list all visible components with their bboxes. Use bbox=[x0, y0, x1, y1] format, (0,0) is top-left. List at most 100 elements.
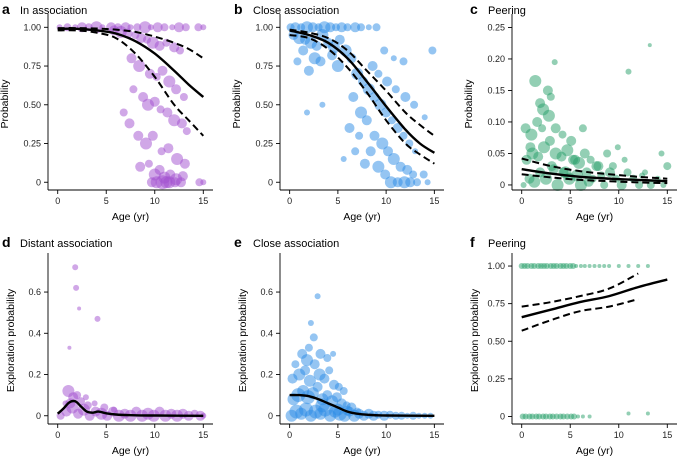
y-axis-label: Probability bbox=[463, 79, 475, 129]
data-point bbox=[330, 350, 337, 357]
data-point bbox=[154, 40, 165, 51]
x-tick-label: 5 bbox=[568, 430, 573, 440]
data-point bbox=[374, 69, 383, 78]
x-tick-label: 5 bbox=[568, 196, 573, 206]
data-point bbox=[135, 161, 146, 172]
y-tick-label: 0.20 bbox=[487, 54, 505, 64]
panel-title: In association bbox=[20, 5, 87, 17]
fit-line bbox=[521, 278, 668, 319]
y-tick-label: 0.25 bbox=[487, 374, 505, 384]
data-point bbox=[300, 365, 311, 376]
y-tick-label: 0 bbox=[36, 177, 41, 187]
data-point bbox=[387, 116, 396, 125]
data-point bbox=[361, 115, 372, 126]
y-tick-label: 0.50 bbox=[255, 100, 273, 110]
data-point bbox=[344, 123, 355, 133]
data-points bbox=[518, 263, 650, 420]
x-tick-label: 10 bbox=[150, 196, 160, 206]
data-point bbox=[77, 306, 82, 311]
x-tick-label: 5 bbox=[335, 430, 340, 440]
x-tick-label: 10 bbox=[614, 430, 624, 440]
data-point bbox=[133, 60, 146, 72]
data-point bbox=[561, 144, 574, 157]
data-point bbox=[291, 360, 300, 369]
data-point bbox=[171, 153, 184, 165]
data-point bbox=[160, 176, 173, 189]
data-points bbox=[520, 43, 672, 191]
x-tick-label: 10 bbox=[381, 196, 391, 206]
data-point bbox=[174, 22, 184, 33]
data-point bbox=[152, 22, 163, 33]
x-axis-label: Age (yr) bbox=[112, 211, 149, 223]
data-point bbox=[327, 50, 338, 61]
panel-letter: a bbox=[2, 1, 10, 17]
data-point bbox=[133, 23, 142, 32]
x-tick-label: 5 bbox=[104, 196, 109, 206]
data-point bbox=[182, 127, 191, 136]
data-point bbox=[83, 401, 92, 410]
data-point bbox=[421, 114, 428, 121]
data-point bbox=[571, 413, 578, 420]
data-point bbox=[372, 160, 385, 173]
data-point bbox=[663, 162, 672, 171]
data-point bbox=[162, 107, 173, 118]
data-point bbox=[100, 403, 109, 412]
data-point bbox=[578, 124, 587, 133]
x-tick-label: 0 bbox=[519, 196, 524, 206]
data-point bbox=[410, 100, 419, 109]
y-tick-label: 0.2 bbox=[28, 370, 41, 380]
data-point bbox=[179, 158, 190, 169]
data-point bbox=[367, 61, 378, 71]
data-point bbox=[357, 23, 365, 32]
x-axis-label: Age (yr) bbox=[576, 211, 613, 223]
data-point bbox=[529, 75, 542, 87]
data-point bbox=[160, 23, 169, 32]
data-point bbox=[579, 148, 590, 159]
data-point bbox=[419, 170, 428, 179]
data-point bbox=[179, 93, 188, 101]
panel-title: Peering bbox=[488, 5, 526, 17]
data-point bbox=[391, 85, 400, 94]
data-point bbox=[319, 101, 326, 108]
data-point bbox=[520, 182, 527, 188]
data-point bbox=[303, 65, 314, 76]
x-tick-label: 0 bbox=[55, 430, 60, 440]
data-point bbox=[583, 176, 594, 187]
y-tick-label: 0.50 bbox=[23, 100, 41, 110]
data-point bbox=[546, 92, 555, 101]
ci-upper-line bbox=[521, 157, 668, 180]
data-point bbox=[315, 348, 326, 359]
data-point bbox=[525, 128, 538, 141]
y-tick-label: 0.75 bbox=[255, 61, 273, 71]
x-axis-label: Age (yr) bbox=[343, 445, 380, 457]
data-point bbox=[304, 343, 313, 352]
data-point bbox=[608, 162, 617, 171]
data-point bbox=[94, 315, 101, 322]
data-point bbox=[623, 168, 632, 177]
data-point bbox=[626, 264, 631, 268]
x-tick-label: 10 bbox=[150, 430, 160, 440]
data-point bbox=[616, 264, 621, 268]
y-tick-label: 1.00 bbox=[23, 22, 41, 32]
ci-lower-line bbox=[57, 29, 205, 137]
data-points bbox=[56, 264, 207, 422]
ci-upper-line bbox=[289, 28, 435, 137]
data-point bbox=[550, 123, 561, 134]
data-point bbox=[348, 92, 359, 102]
x-tick-label: 5 bbox=[335, 196, 340, 206]
x-tick-label: 0 bbox=[519, 430, 524, 440]
data-point bbox=[147, 130, 158, 141]
data-point bbox=[73, 284, 80, 291]
data-point bbox=[532, 117, 543, 127]
y-axis-label: Probability bbox=[0, 79, 11, 129]
data-point bbox=[382, 76, 393, 87]
data-point bbox=[303, 374, 316, 387]
fit-line bbox=[289, 29, 436, 154]
data-point bbox=[350, 22, 361, 33]
data-point bbox=[428, 46, 437, 55]
data-point bbox=[600, 181, 609, 189]
data-point bbox=[91, 400, 98, 407]
data-point bbox=[176, 46, 184, 55]
data-point bbox=[133, 130, 144, 141]
data-point bbox=[566, 135, 577, 146]
